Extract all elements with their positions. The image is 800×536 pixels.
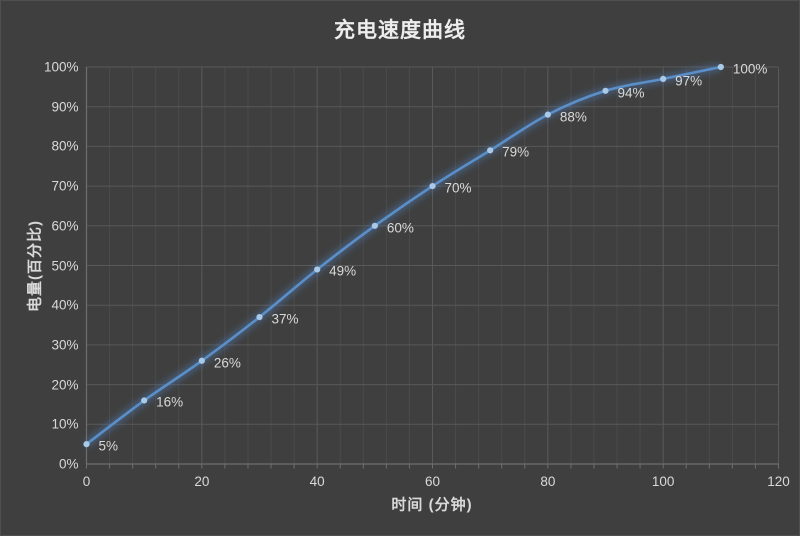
data-point-marker: [371, 222, 378, 229]
data-point-label: 60%: [386, 220, 414, 236]
data-point-marker: [198, 357, 205, 364]
data-point-label: 16%: [156, 394, 184, 410]
data-point-marker: [141, 397, 148, 404]
y-tick-label: 90%: [51, 99, 79, 115]
series-line: [85, 65, 723, 446]
x-tick-label: 80: [540, 474, 556, 489]
data-point-label: 88%: [559, 109, 587, 125]
y-tick-label: 50%: [51, 258, 79, 273]
data-point-marker: [83, 441, 90, 448]
data-point-label: 5%: [98, 438, 119, 454]
data-point-label: 37%: [271, 311, 299, 327]
data-point-marker: [314, 266, 321, 273]
y-tick-label: 20%: [51, 377, 79, 393]
data-point-label: 26%: [213, 355, 241, 371]
y-tick-label: 100%: [43, 59, 79, 75]
x-axis-title: 时间 (分钟): [391, 496, 473, 514]
data-point-label: 94%: [617, 85, 645, 101]
data-point-marker: [602, 87, 609, 94]
y-tick-label: 30%: [51, 337, 79, 353]
data-point-label: 49%: [329, 263, 357, 279]
series-line-glow: [83, 62, 722, 448]
y-tick-label: 80%: [51, 138, 79, 154]
y-tick-label: 60%: [51, 218, 79, 234]
data-point-marker: [717, 63, 724, 71]
x-tick-label: 20: [194, 474, 210, 489]
data-point-label: 79%: [502, 144, 530, 160]
data-point-label: 70%: [444, 180, 472, 196]
data-point-label: 97%: [675, 73, 703, 89]
x-tick-label: 100: [651, 474, 675, 489]
x-tick-label: 40: [309, 474, 325, 489]
data-point-marker: [660, 75, 667, 83]
x-tick-label: 120: [767, 474, 790, 489]
y-tick-label: 70%: [51, 178, 79, 194]
chart-title: 充电速度曲线: [334, 19, 466, 42]
y-tick-label: 0%: [58, 456, 79, 472]
data-point-marker: [256, 314, 263, 321]
y-tick-label: 10%: [51, 416, 79, 432]
data-point-marker: [429, 183, 436, 190]
data-point-marker: [544, 111, 551, 118]
data-point-label: 100%: [732, 61, 768, 77]
x-tick-label: 0: [82, 474, 91, 489]
y-tick-label: 40%: [51, 297, 79, 313]
data-point-marker: [487, 147, 494, 154]
x-tick-label: 60: [424, 474, 441, 489]
